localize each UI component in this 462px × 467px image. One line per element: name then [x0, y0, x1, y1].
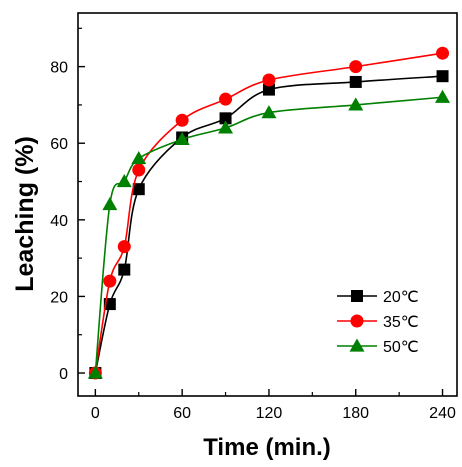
legend-label: 35℃: [383, 314, 419, 331]
plot-frame: [77, 12, 458, 397]
data-point: [262, 83, 275, 96]
data-point: [261, 105, 277, 119]
series-line: [94, 96, 443, 374]
y-tick-label: 0: [59, 366, 68, 383]
legend-marker: [350, 314, 364, 328]
x-tick-label: 240: [429, 405, 456, 422]
data-point: [219, 92, 233, 106]
legend-marker: [351, 290, 363, 302]
y-tick-label: 20: [50, 289, 68, 306]
data-point: [116, 174, 132, 188]
series-2: [87, 89, 451, 379]
data-point: [436, 70, 449, 83]
data-point: [218, 120, 234, 134]
x-tick-label: 180: [342, 405, 369, 422]
data-point: [175, 113, 189, 127]
data-point: [219, 112, 232, 125]
series-1: [88, 46, 450, 380]
legend-label: 50℃: [383, 339, 419, 356]
y-tick-label: 80: [50, 60, 68, 77]
data-point: [131, 151, 147, 165]
legend-label: 20℃: [383, 289, 419, 306]
legend-item: 35℃: [337, 314, 419, 331]
x-axis: 0 60 120 180 240: [91, 389, 456, 422]
legend-item: 20℃: [337, 289, 419, 306]
data-point: [118, 263, 131, 276]
x-tick-label: 60: [173, 405, 191, 422]
series-layer: [87, 46, 451, 380]
y-tick-label: 60: [50, 136, 68, 153]
data-point: [435, 89, 451, 103]
data-point: [348, 97, 364, 111]
y-axis-title: Leaching (%): [11, 136, 39, 292]
data-point: [132, 163, 146, 177]
data-point: [174, 131, 190, 146]
legend-item: 50℃: [337, 338, 419, 356]
data-point: [102, 197, 118, 211]
data-point: [103, 274, 117, 288]
y-tick-label: 40: [50, 213, 68, 230]
data-point: [436, 46, 450, 60]
legend-marker: [349, 338, 365, 352]
legend: 20℃ 35℃ 50℃: [337, 289, 419, 356]
data-point: [132, 183, 145, 196]
y-axis: 0 20 40 60 80: [50, 27, 85, 383]
data-point: [117, 240, 131, 254]
x-tick-label: 0: [91, 405, 100, 422]
x-axis-title: Time (min.): [203, 434, 331, 461]
data-point: [87, 365, 103, 379]
data-point: [349, 60, 363, 74]
x-tick-label: 120: [256, 405, 283, 422]
data-point: [349, 75, 362, 88]
data-point: [262, 73, 276, 87]
